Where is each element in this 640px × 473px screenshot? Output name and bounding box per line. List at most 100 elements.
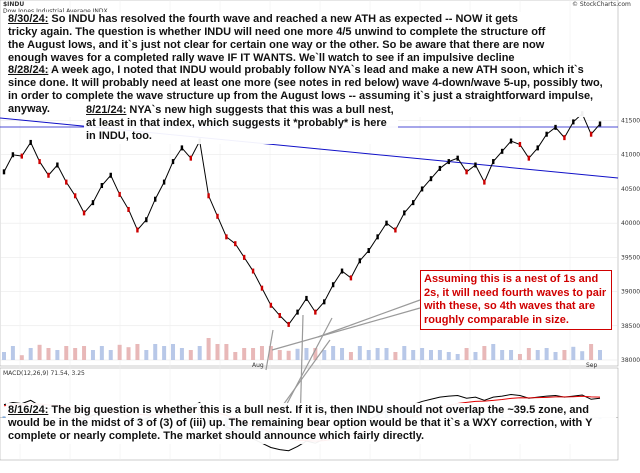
volume-bar [331,346,336,360]
volume-bar [64,346,69,360]
volume-bar [553,352,558,360]
price-point [269,302,273,308]
note-8-16-text: The big question is whether this is a bu… [8,404,593,442]
volume-bar [126,347,131,360]
volume-bar [384,348,389,360]
volume-bar [348,352,353,360]
price-point [216,213,219,219]
note-8-21: 8/21/24: NYA`s new high suggests that th… [84,103,398,144]
price-point [456,155,459,161]
macd-histogram-bar [2,416,6,418]
volume-bar [153,344,158,360]
volume-bar [28,348,33,360]
note-8-30-date: 8/30/24: [8,13,49,25]
price-point [438,165,442,171]
volume-bar [206,338,211,360]
price-point [109,172,112,178]
price-line [3,112,601,326]
volume-bar [437,350,442,360]
volume-bar [366,350,371,360]
price-point [598,121,602,127]
volume-bar [277,350,282,360]
price-point [118,191,121,197]
price-point [518,141,522,147]
price-point [349,275,353,281]
price-point [474,162,477,168]
price-point [403,210,406,216]
price-point [260,285,264,291]
y-tick-label: 39500 [621,254,640,261]
y-tick-label: 38000 [621,357,640,364]
volume-bar [464,348,469,360]
price-point [367,248,370,254]
y-tick-label: 39000 [621,289,640,296]
volume-bar [295,348,300,360]
price-point [162,179,166,185]
price-point [127,206,130,212]
volume-bar [162,346,167,360]
price-point [154,196,157,202]
volume-bar [562,350,567,360]
price-point [73,193,77,199]
volume-bar [446,352,451,360]
volume-bar [544,348,549,360]
volume-bar [491,344,496,360]
price-point [385,220,388,226]
volume-bar [598,350,602,360]
price-point [563,135,566,141]
price-point [394,227,397,233]
price-point [340,268,344,274]
price-point [136,227,139,233]
price-point [38,159,41,165]
price-point [411,200,415,206]
volume-bar [375,348,380,360]
price-point [47,172,50,178]
volume-bar [357,346,362,360]
price-point [145,217,148,223]
chart-exchange: Dow Jones Industrial Average INDX [3,8,108,15]
volume-bar [411,350,416,360]
x-label-aug: Aug [252,362,264,369]
price-point [545,131,548,137]
volume-bar [135,344,140,360]
note-8-16: 8/16/24: The big question is whether thi… [6,403,616,444]
volume-bar [304,348,309,360]
volume-bar [589,344,594,360]
price-point [189,155,193,161]
price-point [589,131,593,137]
volume-bar [526,348,531,360]
note-8-16-date: 8/16/24: [8,404,49,416]
volume-bar [473,352,478,360]
watermark: © StockCharts.com [572,1,631,8]
volume-bars [2,338,602,360]
volume-bar [55,350,60,360]
volume-bar [46,348,51,360]
price-point [29,139,32,145]
price-point [527,155,531,161]
price-point [492,159,495,165]
volume-bar [224,344,229,360]
volume-bar [500,350,505,360]
red-note: Assuming this is a nest of 1s and 2s, it… [420,270,612,330]
volume-bar [286,350,291,360]
price-point [331,282,335,288]
price-point [296,309,299,315]
volume-bar [2,352,6,360]
price-point [278,313,281,319]
volume-bar [10,346,15,360]
price-point [429,176,433,182]
price-point [82,210,86,216]
volume-bar [420,348,425,360]
volume-bar [580,351,585,360]
volume-bar [19,355,24,360]
volume-bar [268,346,273,360]
y-tick-label: 41000 [621,152,640,159]
price-point [91,200,95,206]
volume-bar [509,350,514,360]
note-8-28-text: A week ago, I noted that INDU would prob… [8,64,603,115]
volume-bar [144,350,149,360]
volume-bar [393,352,398,360]
price-series [2,111,602,327]
volume-bar [313,348,318,360]
y-tick-label: 41500 [621,118,640,125]
